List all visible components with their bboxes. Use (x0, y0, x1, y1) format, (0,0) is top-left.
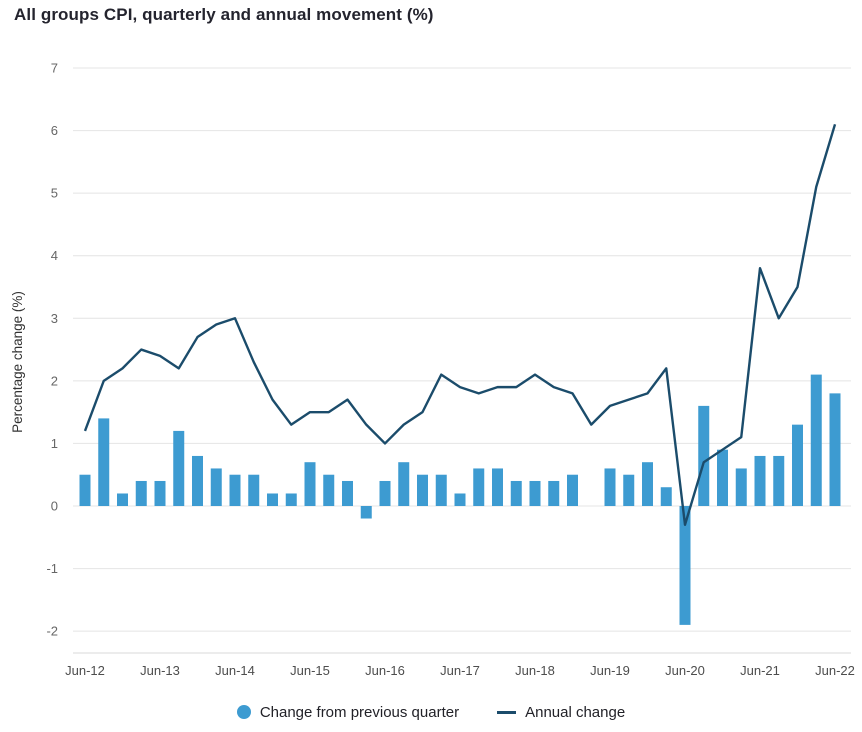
bar-Sep-17[interactable] (473, 468, 485, 506)
chart-title: All groups CPI, quarterly and annual mov… (14, 5, 434, 24)
y-tick-label-7: 7 (51, 61, 58, 76)
y-tick-label--2: -2 (46, 624, 58, 639)
bar-Mar-13[interactable] (135, 480, 147, 506)
bar-Sep-16[interactable] (398, 462, 410, 506)
bar-Jun-14[interactable] (229, 474, 241, 506)
x-tick-label-Jun-13: Jun-13 (140, 663, 180, 678)
annual-change-line-group (83, 123, 837, 526)
quarterly-change-bars (79, 374, 841, 625)
legend-item-annual-change[interactable]: Annual change (497, 704, 625, 721)
legend-label-annual-change: Annual change (525, 703, 626, 721)
bar-Dec-14[interactable] (267, 493, 278, 506)
y-tick-label-0: 0 (51, 499, 58, 514)
bar-Dec-18[interactable] (567, 474, 578, 506)
bar-Dec-20[interactable] (717, 449, 728, 506)
bar-Sep-15[interactable] (323, 474, 335, 506)
x-tick-label-Jun-15: Jun-15 (290, 663, 330, 678)
bar-Dec-15[interactable] (342, 480, 353, 506)
x-axis-tick-labels: Jun-12 Jun-13 Jun-14 Jun-15 Jun-16 Jun-17 Jun-… (65, 663, 855, 678)
y-tick-label-1: 1 (51, 436, 58, 451)
bar-Dec-21[interactable] (792, 424, 803, 506)
bar-Dec-17[interactable] (492, 468, 503, 506)
chart-legend: Change from previous quarter Annual chan… (0, 701, 862, 723)
bar-Sep-14[interactable] (248, 474, 260, 506)
bar-Sep-21[interactable] (773, 455, 785, 506)
y-tick-label-2: 2 (51, 373, 58, 388)
legend-label-quarterly-change: Change from previous quarter (259, 703, 460, 721)
x-tick-label-Jun-20: Jun-20 (665, 663, 705, 678)
y-tick-label-3: 3 (51, 311, 58, 326)
y-axis-tick-labels: 7 6 5 4 3 2 1 0 -1 -2 (46, 61, 58, 639)
bar-Sep-12[interactable] (98, 418, 110, 506)
bar-Jun-17[interactable] (454, 493, 466, 506)
bar-Mar-16[interactable] (360, 506, 372, 519)
bar-Jun-12[interactable] (79, 474, 91, 506)
bar-Dec-16[interactable] (417, 474, 428, 506)
annual-change-legend-dash-icon (497, 710, 517, 714)
quarterly-change-legend-circle-icon (236, 705, 251, 719)
bar-Jun-18[interactable] (529, 480, 541, 506)
bar-Mar-18[interactable] (510, 480, 522, 506)
bar-Mar-20[interactable] (660, 487, 672, 506)
bar-Sep-19[interactable] (623, 474, 635, 506)
bar-Dec-13[interactable] (192, 455, 203, 506)
y-tick-label-5: 5 (51, 186, 58, 201)
x-tick-label-Jun-12: Jun-12 (65, 663, 105, 678)
bar-Sep-20[interactable] (698, 405, 710, 506)
x-tick-label-Jun-19: Jun-19 (590, 663, 630, 678)
gridlines-group (73, 67, 851, 654)
legend-item-quarterly-change[interactable]: Change from previous quarter (236, 703, 460, 721)
x-tick-label-Jun-14: Jun-14 (215, 663, 255, 678)
bar-Jun-13[interactable] (154, 480, 166, 506)
bar-Mar-14[interactable] (210, 468, 222, 506)
x-tick-label-Jun-18: Jun-18 (515, 663, 555, 678)
bar-Sep-18[interactable] (548, 480, 560, 506)
x-tick-label-Jun-17: Jun-17 (440, 663, 480, 678)
bar-Dec-19[interactable] (642, 462, 653, 506)
y-tick-label--1: -1 (46, 561, 58, 576)
x-tick-label-Jun-21: Jun-21 (740, 663, 780, 678)
bar-Jun-21[interactable] (754, 455, 766, 506)
bar-Mar-21[interactable] (735, 468, 747, 506)
y-tick-label-4: 4 (51, 248, 58, 263)
bar-Mar-22[interactable] (810, 374, 822, 506)
x-tick-label-Jun-22: Jun-22 (815, 663, 855, 678)
bar-Jun-20[interactable] (679, 506, 691, 625)
y-tick-label-6: 6 (51, 123, 58, 138)
bar-Sep-13[interactable] (173, 430, 185, 506)
y-axis-title: Percentage change (%) (10, 291, 25, 433)
bar-Jun-19[interactable] (604, 468, 616, 506)
bar-Mar-17[interactable] (435, 474, 447, 506)
annual-change-line[interactable] (83, 123, 837, 526)
bar-Jun-16[interactable] (379, 480, 391, 506)
x-tick-label-Jun-16: Jun-16 (365, 663, 405, 678)
bar-Dec-12[interactable] (117, 493, 128, 506)
bar-Mar-15[interactable] (285, 493, 297, 506)
bar-Jun-22[interactable] (829, 393, 841, 506)
bar-Jun-15[interactable] (304, 462, 316, 506)
